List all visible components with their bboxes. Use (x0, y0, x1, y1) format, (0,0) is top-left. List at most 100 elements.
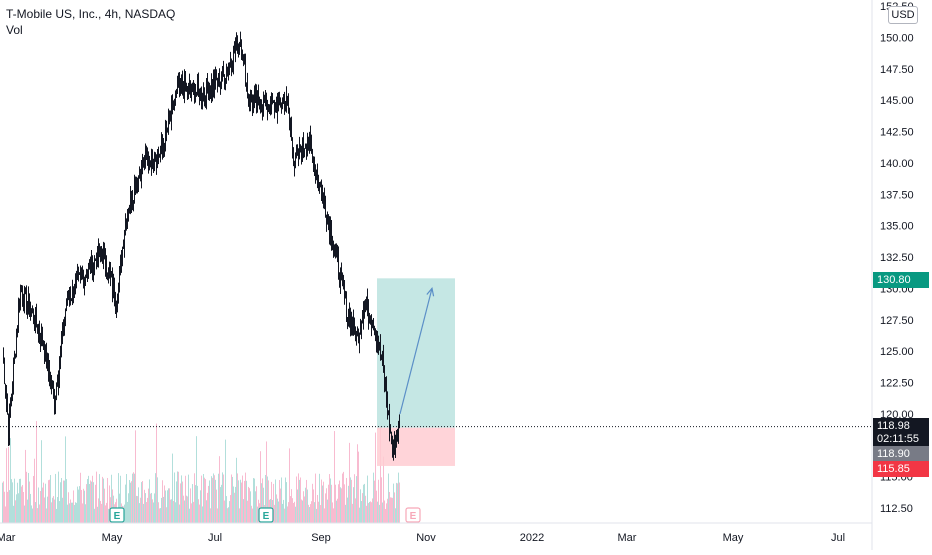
time-axis[interactable]: Mar May Jul Sep Nov 2022 Mar May Jul (0, 532, 845, 544)
earnings-marker[interactable]: E (258, 507, 274, 523)
volume-bar (347, 497, 348, 523)
volume-bar (219, 456, 220, 523)
volume-bar (378, 479, 379, 523)
volume-bar (213, 473, 214, 523)
volume-bar (322, 485, 323, 523)
volume-bar (206, 500, 207, 523)
long-position-tool (377, 278, 455, 466)
volume-bar (138, 487, 139, 523)
volume-bar (75, 502, 76, 523)
volume-bar (372, 498, 373, 523)
volume-bar (193, 501, 194, 523)
volume-bar (128, 493, 129, 523)
volume-bar (349, 442, 350, 523)
volume-bar (273, 483, 274, 523)
volume-bar (22, 485, 23, 523)
volume-bar (236, 457, 237, 523)
volume-bar (8, 446, 9, 523)
volume-bar (302, 500, 303, 523)
volume-bar (17, 482, 18, 523)
volume-bar (174, 472, 175, 523)
volume-bar (317, 494, 318, 523)
volume-bar (263, 487, 264, 523)
currency-badge[interactable]: USD (888, 6, 918, 24)
volume-bar (143, 503, 144, 523)
volume-bar (106, 502, 107, 523)
earnings-marker[interactable]: E (109, 507, 125, 523)
volume-bar (327, 499, 328, 523)
volume-bar (92, 475, 93, 523)
volume-bar (57, 497, 58, 523)
volume-bar (356, 476, 357, 523)
volume-bar (325, 493, 326, 523)
volume-indicator-label[interactable]: Vol (6, 23, 23, 37)
volume-bar (6, 448, 7, 523)
volume-bar (78, 489, 79, 523)
volume-bar (309, 507, 310, 523)
volume-bar (52, 497, 53, 523)
volume-bar (209, 480, 210, 523)
volume-bar (132, 473, 133, 523)
volume-bar (379, 504, 380, 523)
volume-bar (257, 506, 258, 523)
volume-bar (293, 502, 294, 523)
volume-bar (266, 441, 267, 523)
volume-bar (53, 496, 54, 523)
stop-zone[interactable] (377, 427, 455, 466)
volume-bar (12, 482, 13, 523)
volume-bar (383, 456, 384, 523)
price-axis[interactable]: 152.50150.00147.50145.00142.50140.00137.… (880, 1, 914, 515)
volume-bar (42, 487, 43, 523)
volume-bar (20, 478, 21, 523)
volume-bar (200, 490, 201, 523)
volume-bar (352, 503, 353, 523)
volume-bar (235, 486, 236, 523)
volume-bar (288, 502, 289, 523)
volume-bar (316, 508, 317, 523)
volume-bar (91, 481, 92, 523)
volume-bar (183, 495, 184, 523)
volume-bar (223, 474, 224, 523)
volume-bar (286, 482, 287, 523)
volume-bar (292, 498, 293, 523)
volume-bar (18, 493, 19, 523)
volume-bar (133, 472, 134, 523)
volume-bar (83, 488, 84, 523)
volume-bar (68, 492, 69, 523)
volume-bar (335, 484, 336, 523)
time-tick-label: Jul (208, 532, 222, 544)
volume-bar (74, 505, 75, 523)
volume-bar (377, 501, 378, 523)
volume-bar (399, 482, 400, 523)
volume-bar (55, 473, 56, 523)
volume-bar (84, 490, 85, 523)
arrow-head (426, 287, 435, 297)
arrow-line[interactable] (399, 288, 433, 415)
volume-bar (343, 471, 344, 523)
volume-bar (82, 503, 83, 523)
volume-bar (237, 473, 238, 523)
volume-bar (146, 502, 147, 523)
volume-bar (345, 504, 346, 523)
volume-bar (147, 497, 148, 523)
volume-bar (41, 440, 42, 523)
volume-bar (181, 475, 182, 523)
price-tick-label: 147.50 (880, 64, 914, 76)
volume-bar (109, 485, 110, 523)
chart-legend[interactable]: T-Mobile US, Inc., 4h, NASDAQ Vol (6, 6, 175, 38)
symbol-title[interactable]: T-Mobile US, Inc., 4h, NASDAQ (6, 7, 176, 21)
volume-bar (329, 474, 330, 523)
volume-bar (72, 502, 73, 523)
volume-bar (131, 481, 132, 523)
volume-bar (40, 490, 41, 523)
volume-bar (319, 473, 320, 523)
earnings-upcoming-marker[interactable]: E (405, 507, 421, 523)
trend-arrow (399, 287, 435, 415)
volume-bar (175, 502, 176, 523)
volume-bar (125, 484, 126, 523)
volume-bar (30, 493, 31, 523)
volume-bar (245, 472, 246, 523)
volume-bar (323, 481, 324, 523)
